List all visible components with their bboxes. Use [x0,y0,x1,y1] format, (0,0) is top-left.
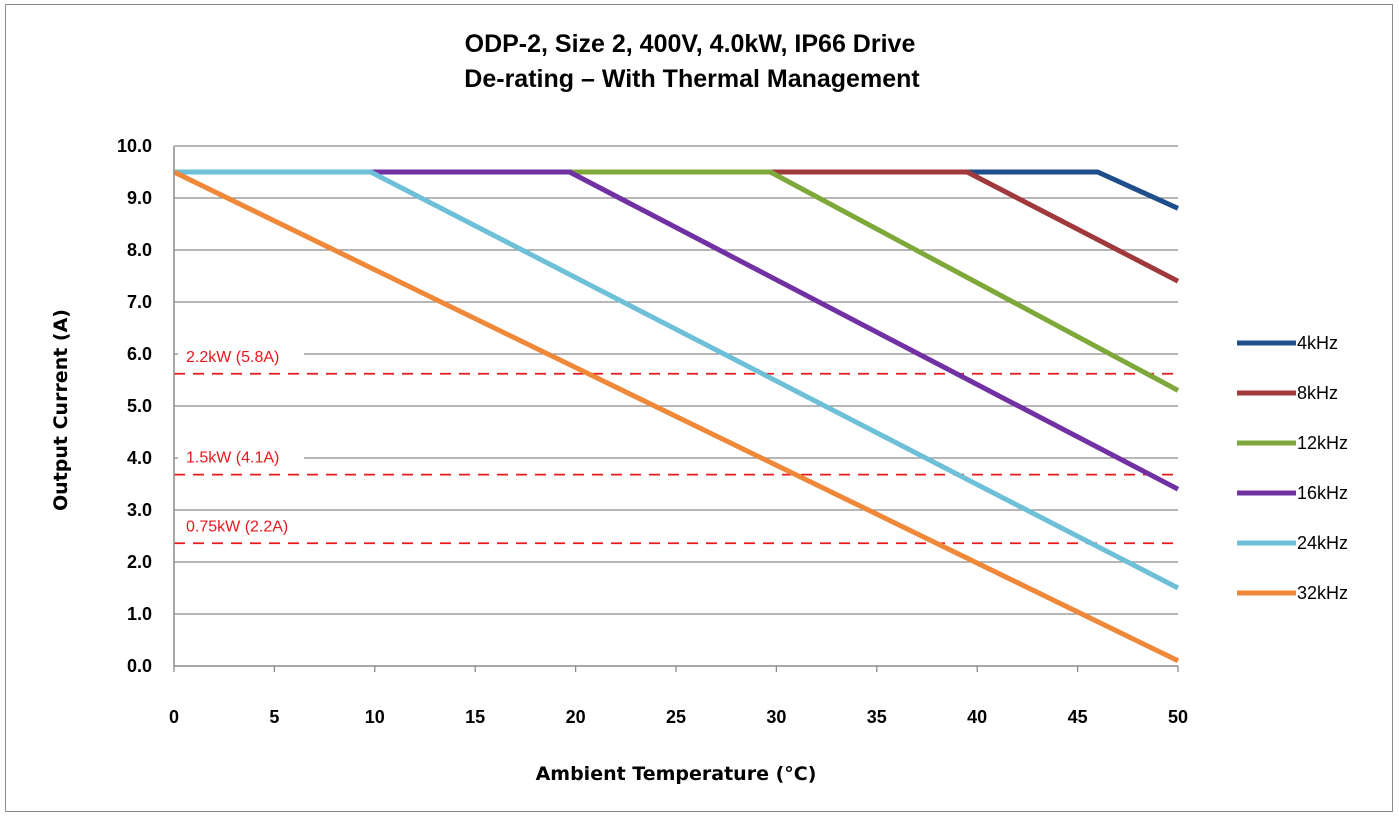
chart-subtitle: De-rating – With Thermal Management [464,65,920,93]
x-tick-label: 0 [169,707,179,727]
y-tick-label: 10.0 [117,136,152,156]
legend-label-32kHz: 32kHz [1297,583,1348,603]
y-tick-label: 2.0 [127,552,152,572]
x-tick-label: 45 [1068,707,1088,727]
legend-label-12kHz: 12kHz [1297,433,1348,453]
reference-lines: 2.2kW (5.8A) 1.5kW (4.1A) 0.75kW (2.2A) [174,346,1178,545]
legend: 4kHz 8kHz 12kHz 16kHz 24kHz 32kHz [1237,333,1348,603]
y-tick-labels: 0.0 1.0 2.0 3.0 4.0 5.0 6.0 7.0 8.0 9.0 10.0 [117,136,152,676]
x-tick-label: 20 [566,707,586,727]
y-tick-label: 4.0 [127,448,152,468]
y-tick-label: 3.0 [127,500,152,520]
x-tick-label: 15 [465,707,485,727]
legend-label-4kHz: 4kHz [1297,333,1338,353]
y-tick-label: 7.0 [127,292,152,312]
chart-title: ODP-2, Size 2, 400V, 4.0kW, IP66 Drive [465,30,916,58]
y-axis-label: Output Current (A) [50,309,72,511]
chart-frame [5,4,1393,812]
legend-label-8kHz: 8kHz [1297,383,1338,403]
y-tick-label: 1.0 [127,604,152,624]
y-tick-label: 5.0 [127,396,152,416]
reference-label-bg [178,346,304,365]
x-axis-label: Ambient Temperature (°C) [536,763,817,785]
reference-label-bg [178,447,304,466]
y-tick-label: 8.0 [127,240,152,260]
x-tick-label: 35 [867,707,887,727]
series-line-24kHz [174,169,1180,591]
x-tick-label: 40 [967,707,987,727]
reference-label: 2.2kW (5.8A) [186,349,279,366]
x-tick-label: 30 [766,707,786,727]
x-tick-label: 50 [1168,707,1188,727]
x-tick-label: 10 [365,707,385,727]
x-tick-labels: 0 5 10 15 20 25 30 35 40 45 50 [169,707,1188,727]
legend-label-24kHz: 24kHz [1297,533,1348,553]
y-tick-label: 0.0 [127,656,152,676]
y-tick-label: 9.0 [127,188,152,208]
x-tick-label: 25 [666,707,686,727]
reference-label: 0.75kW (2.2A) [186,518,288,535]
reference-label: 1.5kW (4.1A) [186,450,279,467]
axes [173,146,1179,672]
series-line-32kHz [172,169,1180,664]
reference-label-bg [178,516,313,535]
series-lines [172,169,1180,664]
x-tick-label: 5 [269,707,279,727]
legend-label-16kHz: 16kHz [1297,483,1348,503]
y-tick-label: 6.0 [127,344,152,364]
